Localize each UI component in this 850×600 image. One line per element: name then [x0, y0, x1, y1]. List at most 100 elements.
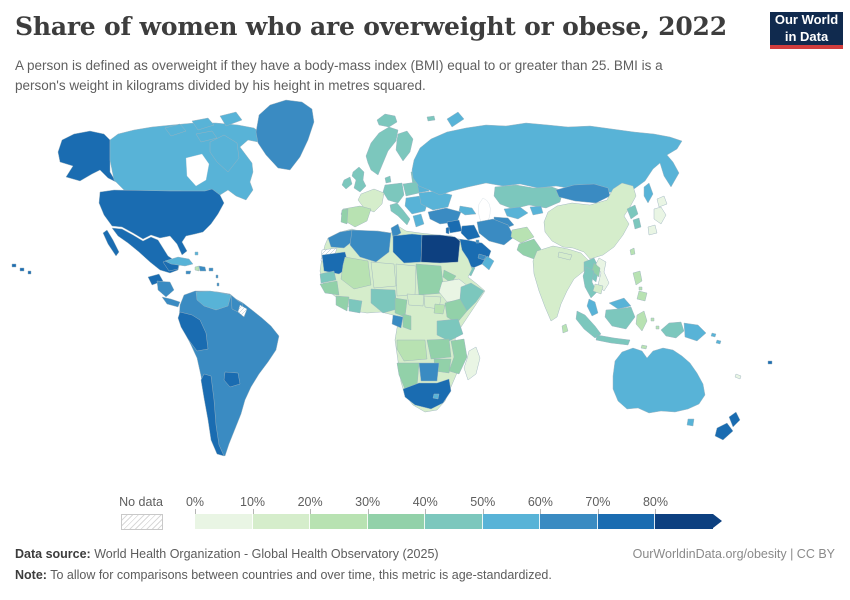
legend-bin-50-60%[interactable]: [482, 514, 541, 529]
country-uae[interactable]: [477, 253, 487, 261]
no-data-swatch[interactable]: [121, 514, 163, 530]
country-java[interactable]: [595, 334, 631, 346]
legend-bin-10-20%[interactable]: [252, 514, 311, 529]
country-germany-central[interactable]: [382, 182, 405, 204]
legend-bin-80%+[interactable]: [655, 514, 714, 529]
country-lesotho[interactable]: [432, 393, 440, 400]
country-caucasus[interactable]: [458, 205, 477, 216]
country-venezuela[interactable]: [195, 290, 232, 311]
country-ivory-coast[interactable]: [335, 295, 350, 312]
country-chile[interactable]: [200, 373, 225, 457]
country-dominican-republic[interactable]: [198, 265, 207, 272]
country-iraq[interactable]: [460, 224, 481, 241]
country-usa[interactable]: [98, 188, 225, 256]
country-arctic-island-2[interactable]: [191, 117, 215, 131]
country-tasmania[interactable]: [686, 418, 695, 427]
country-italy[interactable]: [389, 202, 411, 226]
country-japan-hokkaido[interactable]: [656, 195, 668, 208]
country-west-papua[interactable]: [660, 321, 685, 339]
country-moluccas-1[interactable]: [650, 317, 655, 322]
country-tanzania[interactable]: [436, 318, 464, 342]
country-india[interactable]: [532, 245, 590, 322]
country-guinea-region[interactable]: [319, 280, 340, 296]
country-syria-jordan[interactable]: [446, 219, 463, 234]
country-svalbard[interactable]: [426, 115, 436, 122]
country-baffin-island[interactable]: [209, 134, 240, 173]
country-alaska[interactable]: [57, 130, 117, 183]
country-israel-lebanon[interactable]: [445, 226, 450, 235]
country-australia[interactable]: [612, 347, 706, 414]
country-new-zealand-north[interactable]: [728, 411, 741, 428]
country-ghana-benin[interactable]: [348, 298, 363, 314]
country-philippines-visayas[interactable]: [638, 286, 643, 291]
country-sakhalin[interactable]: [643, 182, 654, 204]
country-victoria-island[interactable]: [195, 130, 218, 143]
country-oman[interactable]: [481, 255, 495, 271]
country-china[interactable]: [543, 182, 637, 260]
country-denmark[interactable]: [384, 175, 392, 184]
country-sulawesi[interactable]: [635, 310, 648, 332]
country-mozambique[interactable]: [448, 338, 468, 375]
attribution-link[interactable]: OurWorldinData.org/obesity | CC BY: [632, 547, 835, 561]
country-philippines-mindanao[interactable]: [636, 290, 648, 302]
country-cambodia[interactable]: [592, 283, 604, 295]
legend-bin-70-80%[interactable]: [597, 514, 656, 529]
country-greenland[interactable]: [255, 99, 315, 171]
country-iran[interactable]: [476, 218, 515, 246]
country-mexico-baja[interactable]: [102, 229, 120, 257]
country-uganda[interactable]: [433, 303, 446, 315]
country-suriname[interactable]: [237, 304, 248, 318]
country-iceland[interactable]: [376, 113, 398, 128]
country-egypt[interactable]: [420, 234, 461, 264]
country-japan-honshu[interactable]: [653, 206, 667, 225]
country-greece[interactable]: [412, 213, 425, 228]
country-kenya[interactable]: [444, 298, 468, 324]
country-nepal[interactable]: [557, 251, 573, 261]
country-kyrgyz-tajik[interactable]: [529, 205, 544, 216]
country-zambia[interactable]: [426, 338, 452, 360]
country-niger[interactable]: [370, 261, 397, 289]
legend-bin-20-30%[interactable]: [310, 514, 368, 529]
country-canada[interactable]: [109, 122, 263, 201]
country-solomon-2[interactable]: [715, 339, 722, 345]
country-kazakhstan[interactable]: [493, 184, 564, 210]
country-central-african-republic[interactable]: [406, 293, 425, 307]
country-solomon-1[interactable]: [710, 332, 717, 338]
country-bahamas[interactable]: [194, 251, 199, 256]
country-laos[interactable]: [591, 262, 601, 278]
country-philippines-luzon[interactable]: [632, 270, 643, 286]
country-hawaii-3[interactable]: [27, 270, 32, 275]
owid-logo[interactable]: Our World in Data: [770, 12, 843, 49]
country-uk[interactable]: [351, 166, 367, 193]
country-paraguay[interactable]: [223, 371, 241, 388]
country-new-caledonia[interactable]: [734, 373, 742, 380]
country-kuwait[interactable]: [475, 239, 480, 244]
country-france[interactable]: [357, 188, 385, 213]
country-botswana[interactable]: [418, 362, 440, 382]
country-mali[interactable]: [340, 256, 372, 290]
country-sumatra[interactable]: [575, 310, 602, 339]
country-poland[interactable]: [402, 181, 420, 197]
country-angola[interactable]: [396, 339, 428, 362]
country-portugal[interactable]: [340, 208, 349, 225]
country-malaysia-peninsula[interactable]: [586, 298, 599, 317]
country-south-korea[interactable]: [632, 217, 642, 230]
country-hawaii-1[interactable]: [11, 263, 17, 268]
country-hawaii-2[interactable]: [19, 267, 25, 272]
country-sri-lanka[interactable]: [561, 323, 569, 334]
country-jamaica[interactable]: [185, 270, 192, 275]
country-uzbekistan[interactable]: [503, 206, 529, 220]
country-moluccas-2[interactable]: [655, 325, 660, 330]
country-ireland[interactable]: [341, 176, 353, 190]
country-peru[interactable]: [177, 311, 209, 352]
country-algeria[interactable]: [349, 229, 392, 263]
country-gabon[interactable]: [391, 314, 404, 329]
country-nigeria[interactable]: [370, 288, 398, 314]
country-costa-rica-panama[interactable]: [161, 296, 181, 308]
legend-bin-0-10%[interactable]: [195, 514, 253, 529]
country-timor[interactable]: [640, 344, 648, 350]
country-haiti[interactable]: [194, 265, 200, 272]
country-puerto-rico[interactable]: [208, 267, 214, 272]
country-borneo-indonesia[interactable]: [604, 306, 636, 330]
legend-bin-30-40%[interactable]: [367, 514, 426, 529]
